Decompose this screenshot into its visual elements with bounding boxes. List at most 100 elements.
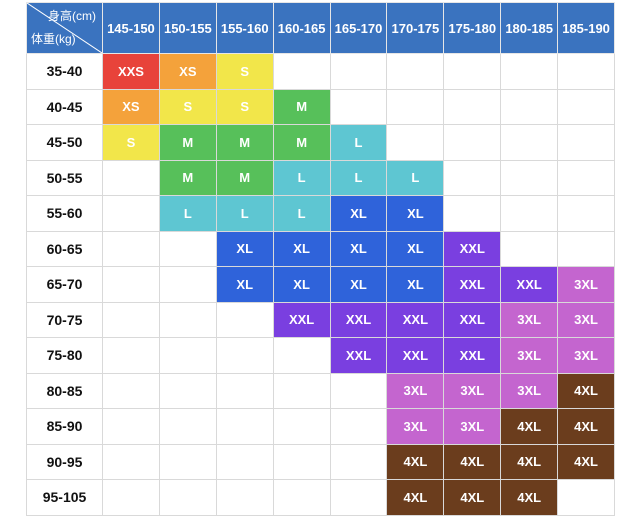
size-cell: XXS — [102, 53, 160, 90]
size-cell: 3XL — [557, 337, 616, 374]
weight-row-label: 40-45 — [26, 88, 103, 125]
size-cell: 3XL — [443, 408, 502, 445]
empty-cell — [329, 443, 388, 480]
empty-cell — [557, 124, 616, 161]
size-cell: S — [158, 88, 217, 125]
size-cell: XL — [272, 230, 331, 267]
weight-row-label: 50-55 — [26, 159, 103, 196]
size-cell: 4XL — [500, 443, 559, 480]
empty-cell — [158, 443, 217, 480]
empty-cell — [102, 337, 160, 374]
size-cell: XS — [158, 53, 217, 90]
empty-cell — [215, 372, 274, 409]
size-cell: XL — [329, 230, 388, 267]
size-cell: 4XL — [557, 443, 616, 480]
empty-cell — [102, 266, 160, 303]
size-cell: M — [215, 159, 274, 196]
empty-cell — [158, 230, 217, 267]
empty-cell — [443, 159, 502, 196]
weight-row-label: 80-85 — [26, 372, 103, 409]
empty-cell — [215, 443, 274, 480]
size-cell: L — [329, 124, 388, 161]
table-row: 75-80 XXL XXL XXL 3XL 3XL — [26, 337, 616, 374]
size-cell: XL — [386, 266, 445, 303]
height-column-header: 170-175 — [386, 2, 445, 54]
empty-cell — [215, 337, 274, 374]
size-cell: XXL — [443, 337, 502, 374]
table-row: 70-75 XXL XXL XXL XXL 3XL 3XL — [26, 301, 616, 338]
height-column-header: 185-190 — [557, 2, 616, 54]
size-cell: XS — [102, 88, 160, 125]
empty-cell — [443, 53, 502, 90]
empty-cell — [386, 88, 445, 125]
size-cell: L — [272, 195, 331, 232]
size-cell: 3XL — [443, 372, 502, 409]
size-cell: XXL — [500, 266, 559, 303]
empty-cell — [272, 479, 331, 516]
size-cell: 4XL — [500, 408, 559, 445]
size-cell: XXL — [386, 301, 445, 338]
diagonal-divider — [27, 3, 102, 53]
table-row: 40-45 XS S S M — [26, 88, 616, 125]
size-cell: L — [272, 159, 331, 196]
size-cell: L — [158, 195, 217, 232]
height-column-header: 155-160 — [215, 2, 274, 54]
table-row: 95-105 4XL 4XL 4XL — [26, 479, 616, 516]
empty-cell — [329, 53, 388, 90]
size-cell: 3XL — [557, 301, 616, 338]
size-cell: 4XL — [557, 372, 616, 409]
empty-cell — [500, 159, 559, 196]
empty-cell — [500, 230, 559, 267]
size-cell: M — [158, 124, 217, 161]
empty-cell — [158, 479, 217, 516]
size-table: 身高(cm) 体重(kg) 145-150 150-155 155-160 16… — [26, 2, 616, 516]
empty-cell — [443, 195, 502, 232]
size-cell: XL — [386, 230, 445, 267]
weight-row-label: 45-50 — [26, 124, 103, 161]
size-cell: 3XL — [386, 372, 445, 409]
empty-cell — [102, 230, 160, 267]
size-cell: XXL — [443, 230, 502, 267]
size-cell: 4XL — [443, 443, 502, 480]
height-axis-label: 身高(cm) — [48, 9, 96, 23]
height-column-header: 150-155 — [158, 2, 217, 54]
weight-row-label: 85-90 — [26, 408, 103, 445]
empty-cell — [557, 230, 616, 267]
size-cell: XL — [329, 266, 388, 303]
weight-row-label: 60-65 — [26, 230, 103, 267]
empty-cell — [158, 301, 217, 338]
empty-cell — [557, 195, 616, 232]
empty-cell — [215, 408, 274, 445]
empty-cell — [329, 479, 388, 516]
empty-cell — [443, 88, 502, 125]
empty-cell — [386, 124, 445, 161]
weight-row-label: 95-105 — [26, 479, 103, 516]
empty-cell — [158, 372, 217, 409]
table-row: 85-90 3XL 3XL 4XL 4XL — [26, 408, 616, 445]
size-cell: XXL — [386, 337, 445, 374]
empty-cell — [500, 88, 559, 125]
empty-cell — [158, 408, 217, 445]
size-cell: XL — [215, 266, 274, 303]
table-row: 60-65 XL XL XL XL XXL — [26, 230, 616, 267]
corner-header: 身高(cm) 体重(kg) — [26, 2, 103, 54]
size-cell: M — [272, 124, 331, 161]
size-cell: XL — [329, 195, 388, 232]
empty-cell — [500, 195, 559, 232]
header-row: 身高(cm) 体重(kg) 145-150 150-155 155-160 16… — [26, 2, 616, 54]
weight-axis-label: 体重(kg) — [31, 32, 76, 46]
size-cell: 3XL — [557, 266, 616, 303]
height-column-header: 165-170 — [329, 2, 388, 54]
size-cell: XL — [215, 230, 274, 267]
size-cell: 4XL — [557, 408, 616, 445]
height-column-header: 180-185 — [500, 2, 559, 54]
size-cell: 3XL — [500, 301, 559, 338]
empty-cell — [102, 159, 160, 196]
empty-cell — [215, 479, 274, 516]
table-row: 35-40 XXS XS S — [26, 53, 616, 90]
empty-cell — [500, 53, 559, 90]
table-row: 55-60 L L L XL XL — [26, 195, 616, 232]
size-cell: S — [215, 53, 274, 90]
size-cell: XXL — [329, 301, 388, 338]
empty-cell — [102, 301, 160, 338]
